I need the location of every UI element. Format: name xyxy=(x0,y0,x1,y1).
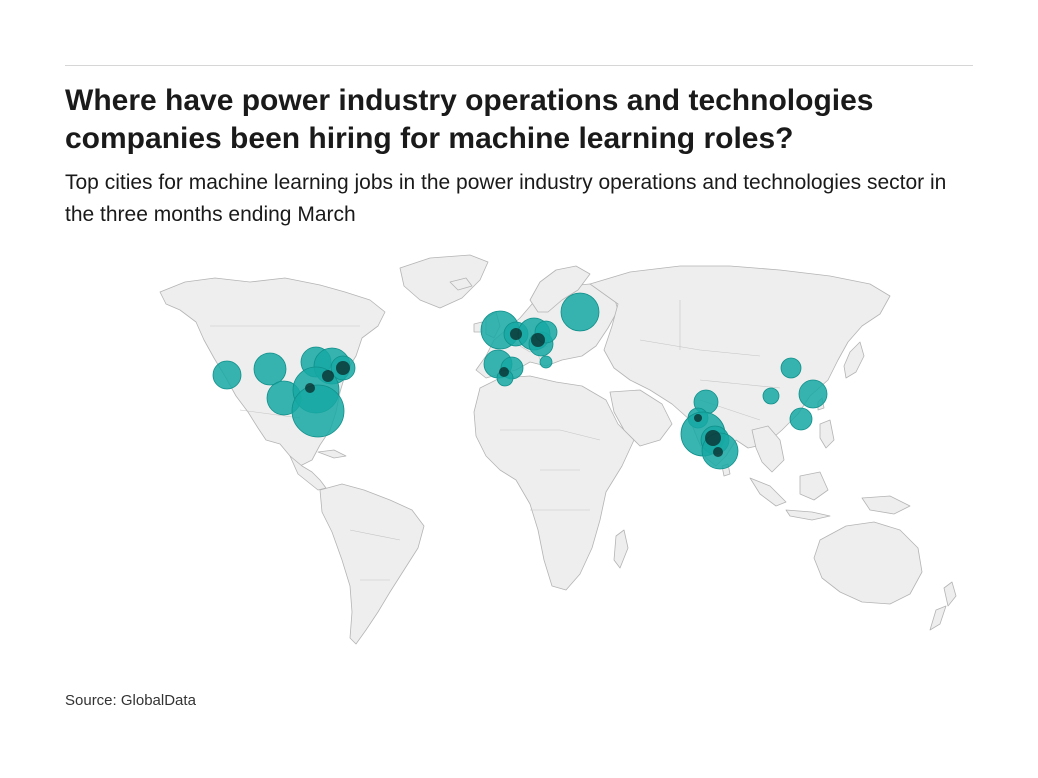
land-arabia xyxy=(609,389,673,447)
overlap-core xyxy=(713,447,723,457)
city-bubble xyxy=(560,292,600,332)
land-madagascar xyxy=(613,529,629,569)
border-sa-1 xyxy=(349,529,401,541)
land-layer xyxy=(159,254,957,645)
land-japan xyxy=(843,341,865,379)
land-new-zealand-south xyxy=(929,605,947,631)
city-bubble xyxy=(798,379,828,409)
land-iceland xyxy=(449,277,473,291)
land-sumatra xyxy=(749,477,787,507)
land-cuba xyxy=(317,449,347,459)
border-africa-1 xyxy=(500,429,601,441)
city-bubble xyxy=(789,407,813,431)
overlap-core xyxy=(322,370,334,382)
overlap-core xyxy=(305,383,315,393)
land-new-guinea xyxy=(861,495,911,515)
city-bubble xyxy=(253,352,287,386)
land-philippines xyxy=(819,419,835,449)
city-bubble xyxy=(212,360,242,390)
overlap-core xyxy=(499,367,509,377)
land-scandinavia xyxy=(529,265,591,313)
land-africa xyxy=(473,375,635,591)
city-bubble xyxy=(539,355,553,369)
top-rule xyxy=(65,65,973,66)
land-borneo xyxy=(799,471,829,501)
chart-title: Where have power industry operations and… xyxy=(65,84,874,155)
land-south-america xyxy=(319,483,425,645)
overlap-core xyxy=(336,361,350,375)
city-bubble xyxy=(780,357,802,379)
border-asia-2 xyxy=(699,379,781,389)
overlap-core xyxy=(510,328,522,340)
overlap-core xyxy=(705,430,721,446)
land-java xyxy=(785,509,831,521)
land-greenland xyxy=(399,254,489,309)
overlap-core xyxy=(694,414,702,422)
land-australia xyxy=(813,521,923,605)
city-bubble xyxy=(291,384,345,438)
land-new-zealand xyxy=(943,581,957,607)
border-us-mexico xyxy=(239,409,301,419)
land-indochina xyxy=(751,425,785,473)
source-note: Source: GlobalData xyxy=(65,692,196,709)
border-asia-1 xyxy=(639,339,761,357)
chart-subtitle: Top cities for machine learning jobs in … xyxy=(65,171,947,226)
city-bubble xyxy=(762,387,780,405)
overlap-core xyxy=(531,333,545,347)
overlap-cores xyxy=(305,328,723,457)
